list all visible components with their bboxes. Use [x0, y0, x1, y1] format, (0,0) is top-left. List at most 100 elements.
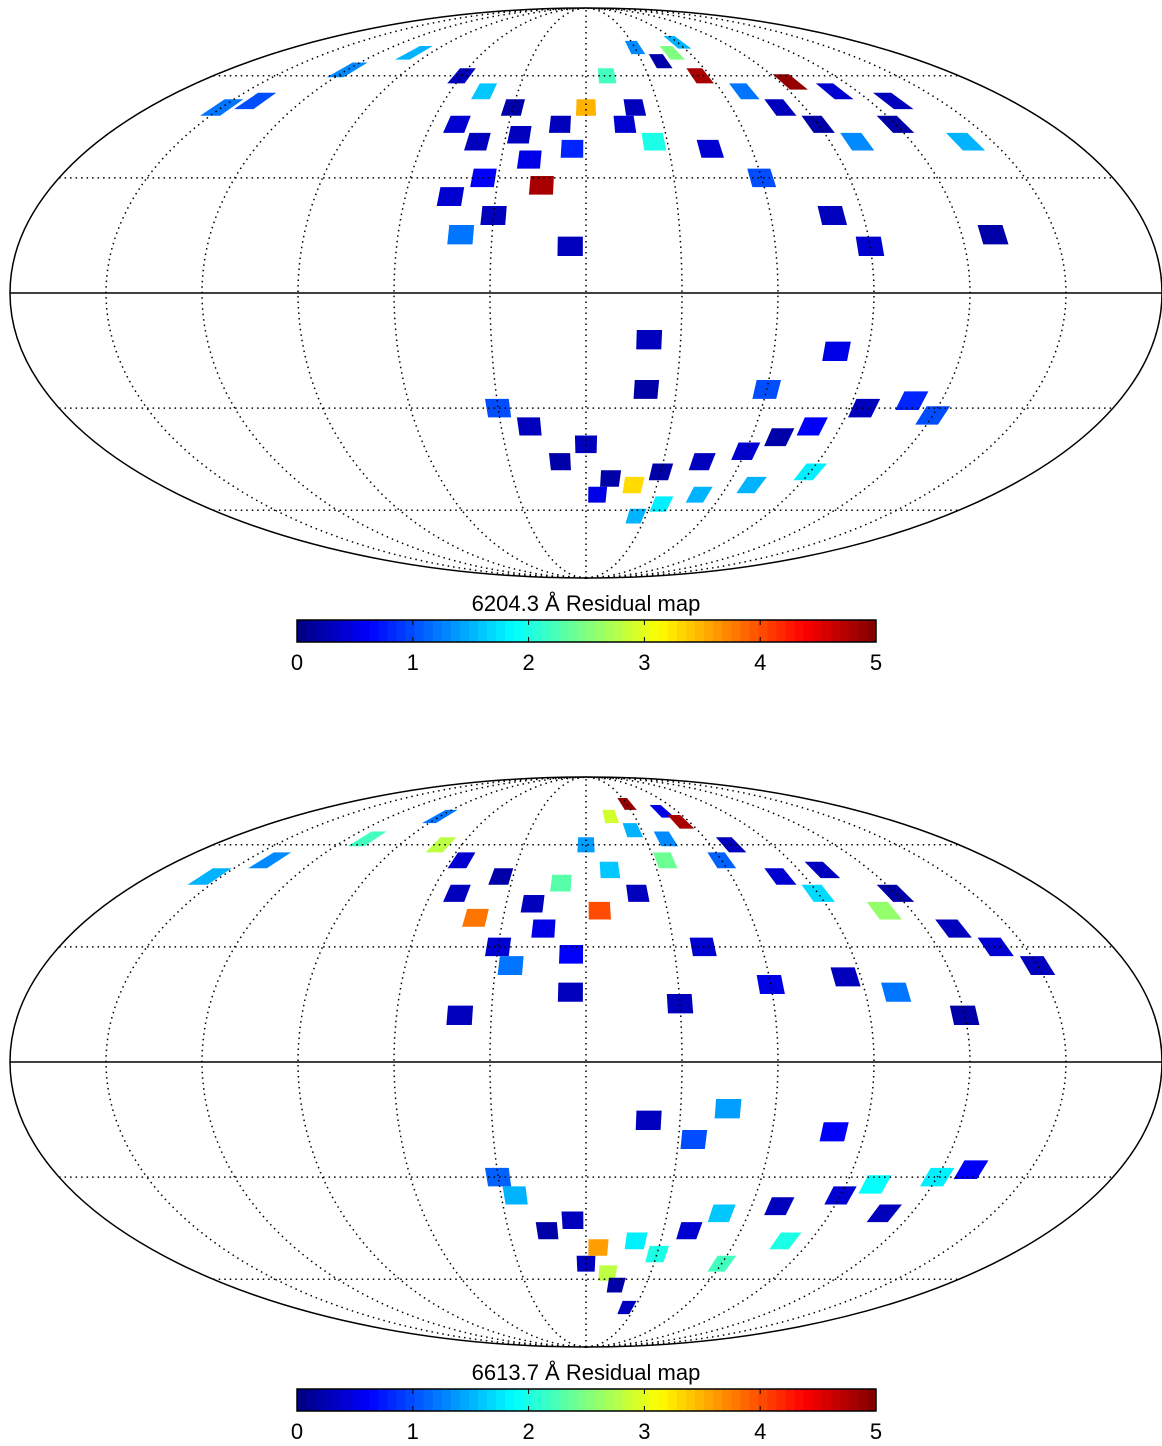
- colorbar-segment: [523, 1389, 533, 1411]
- residual-cell: [574, 435, 598, 454]
- colorbar-segment: [414, 620, 425, 642]
- residual-cell: [866, 901, 902, 920]
- residual-cell: [598, 1265, 618, 1281]
- colorbar-segment: [848, 1389, 859, 1411]
- residual-cell: [769, 1232, 802, 1250]
- residual-cell: [488, 868, 514, 885]
- residual-cell: [557, 982, 583, 1002]
- colorbar-segment: [396, 1389, 407, 1411]
- colorbar-segment: [667, 620, 678, 642]
- residual-cell: [588, 901, 611, 920]
- residual-cell: [622, 823, 644, 838]
- colorbar-segment: [577, 620, 587, 642]
- residual-cell: [436, 187, 465, 206]
- residual-cell: [588, 486, 608, 503]
- colorbar-segment: [767, 620, 777, 642]
- colorbar-segment: [749, 1389, 759, 1411]
- residual-cell: [625, 508, 647, 524]
- colorbar-segment: [857, 620, 868, 642]
- residual-cell: [624, 40, 646, 55]
- residual-cell: [497, 956, 524, 975]
- residual-cell: [977, 225, 1009, 245]
- colorbar-segment: [450, 1389, 461, 1411]
- residual-cell: [443, 115, 471, 133]
- colorbar-segment: [866, 620, 877, 642]
- colorbar-segment: [333, 1389, 343, 1411]
- colorbar-segment: [658, 620, 669, 642]
- residual-cell: [233, 92, 277, 110]
- colorbar-tick-label: 3: [638, 1419, 650, 1444]
- residual-cell: [1019, 956, 1056, 975]
- colorbar-tick-label: 1: [407, 1419, 419, 1444]
- residual-cell: [801, 115, 835, 133]
- residual-cell: [881, 982, 912, 1002]
- colorbar-tick-label: 2: [522, 650, 534, 675]
- colorbar-segment: [622, 1389, 633, 1411]
- colorbar-segment: [297, 1389, 307, 1411]
- residual-cell: [626, 884, 650, 902]
- residual-cell: [502, 1186, 528, 1205]
- colorbar-segment: [468, 620, 479, 642]
- residual-cell: [649, 496, 674, 512]
- colorbar-segment: [631, 620, 642, 642]
- residual-cell: [535, 1222, 559, 1240]
- residual-cell: [623, 99, 647, 116]
- colorbar-segment: [550, 620, 560, 642]
- colorbar-segment: [387, 620, 398, 642]
- colorbar-frame: [296, 619, 877, 643]
- residual-cell: [680, 1129, 708, 1150]
- residual-cell: [824, 1186, 857, 1205]
- residual-cell: [764, 1197, 795, 1216]
- colorbar-segment: [450, 620, 461, 642]
- colorbar-segment: [848, 620, 859, 642]
- residual-cell: [560, 139, 584, 158]
- colorbar-segment: [821, 620, 832, 642]
- colorbar-segment: [731, 620, 741, 642]
- residual-cell: [548, 115, 571, 133]
- colorbar-segment: [595, 1389, 606, 1411]
- colorbar-segment: [541, 1389, 551, 1411]
- colorbar-segment: [541, 620, 551, 642]
- residual-cell: [425, 837, 457, 853]
- residual-cell: [649, 804, 675, 818]
- colorbar-segment: [550, 1389, 560, 1411]
- colorbar-segment: [830, 1389, 841, 1411]
- colorbar-tick-label: 2: [522, 1419, 534, 1444]
- residual-cell: [422, 809, 458, 824]
- colorbar-segment: [387, 1389, 398, 1411]
- residual-cell: [484, 1167, 512, 1187]
- residual-cell: [577, 837, 595, 853]
- residual-cell: [520, 894, 545, 913]
- colorbar-segment: [839, 1389, 850, 1411]
- colorbar-segment: [496, 620, 506, 642]
- colorbar-segment: [676, 620, 687, 642]
- colorbar-segment: [622, 620, 633, 642]
- colorbar-segment: [686, 620, 696, 642]
- residual-cell: [645, 1245, 670, 1263]
- residual-cell: [949, 1005, 980, 1025]
- colorbar-segment: [396, 620, 407, 642]
- residual-cell: [471, 83, 498, 100]
- colorbar-segment: [432, 1389, 443, 1411]
- residual-cell: [764, 428, 795, 447]
- colorbar-segment: [686, 1389, 696, 1411]
- colorbar-segment: [631, 1389, 642, 1411]
- colorbar-tick-label: 4: [754, 1419, 766, 1444]
- residual-cell: [447, 852, 476, 869]
- residual-cell: [636, 330, 663, 350]
- colorbar-segment: [297, 620, 307, 642]
- colorbar-segment: [559, 1389, 569, 1411]
- colorbar-tick-label: 5: [870, 650, 882, 675]
- colorbar-title: 6204.3 Å Residual map: [472, 591, 701, 616]
- residual-cell: [588, 1239, 609, 1256]
- residual-cell: [840, 132, 875, 151]
- colorbar-segment: [477, 1389, 488, 1411]
- colorbar-segment: [477, 620, 488, 642]
- residual-cell: [484, 937, 512, 957]
- residual-cell: [394, 46, 433, 60]
- residual-cell: [480, 205, 507, 226]
- residual-cell: [602, 809, 620, 824]
- residual-cell: [248, 852, 292, 869]
- residual-cell: [935, 919, 972, 938]
